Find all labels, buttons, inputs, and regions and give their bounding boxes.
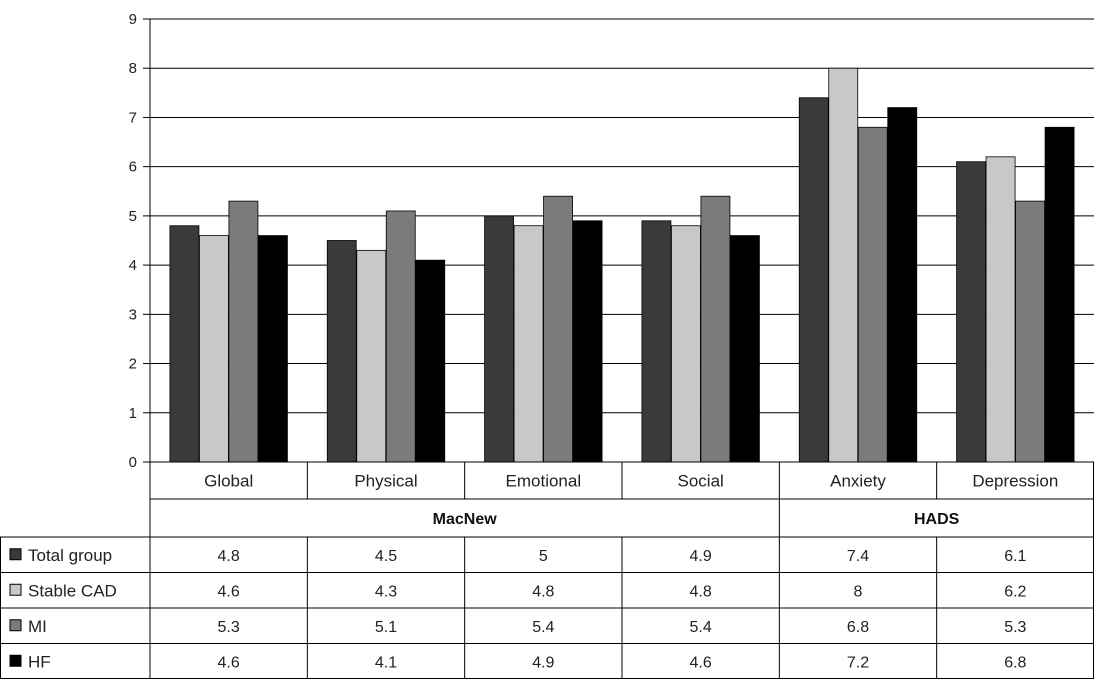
table-cell-value: 4.5	[375, 548, 397, 565]
table-cell-value: 8	[854, 583, 863, 600]
table-cell-value: 5.3	[218, 619, 240, 636]
table-cell-value: 6.8	[1004, 654, 1026, 671]
table-cell-value: 7.2	[847, 654, 869, 671]
table-cell-value: 6.1	[1004, 548, 1026, 565]
legend-swatch-stable-cad	[9, 583, 22, 596]
bar-mi-emotional	[543, 195, 573, 463]
y-tick-label: 1	[129, 405, 137, 422]
table-cell-value: 5	[539, 548, 548, 565]
bar-mi-physical	[385, 210, 416, 463]
y-axis: 0 1 2 3 4 5 6 7 8 9	[129, 11, 151, 471]
legend-swatch-total-group	[9, 548, 22, 561]
group-label-hads: HADS	[914, 511, 960, 528]
table-cell-value: 4.6	[218, 583, 240, 600]
legend-swatch-hf	[9, 654, 22, 667]
bar-hf-anxiety	[887, 107, 918, 463]
bar-mi-global	[228, 200, 259, 463]
category-label: Anxiety	[830, 472, 886, 491]
table-cell-value: 4.8	[218, 548, 240, 565]
category-label: Global	[204, 472, 253, 491]
y-tick-label: 7	[129, 109, 137, 126]
category-label: Physical	[354, 472, 417, 491]
bar-stable-cad-global	[199, 235, 229, 463]
table-cell-value: 5.4	[532, 619, 554, 636]
category-label: Depression	[972, 472, 1058, 491]
bar-hf-physical	[415, 259, 446, 463]
bar-hf-social	[730, 235, 760, 463]
table-cell-value: 4.3	[375, 583, 397, 600]
bar-total-group-global	[169, 225, 200, 463]
table-cell-value: 7.4	[847, 548, 869, 565]
table-cell-value: 6.8	[847, 619, 869, 636]
category-label: Social	[678, 472, 724, 491]
legend-label: Total group	[28, 546, 112, 565]
bar-stable-cad-social	[671, 225, 701, 463]
table-cell-value: 4.9	[690, 548, 712, 565]
bar-stable-cad-physical	[356, 249, 387, 463]
table-cell-value: 4.1	[375, 654, 397, 671]
category-label: Emotional	[506, 472, 582, 491]
y-tick-label: 0	[129, 454, 137, 471]
group-label-macnew: MacNew	[433, 511, 498, 528]
bar-total-group-emotional	[484, 215, 514, 463]
gridlines	[150, 18, 1094, 414]
bar-stable-cad-anxiety	[828, 67, 859, 463]
bar-total-group-physical	[326, 240, 357, 463]
legend-swatch-mi	[9, 619, 22, 632]
bar-stable-cad-depression	[985, 156, 1016, 463]
y-tick-label: 6	[129, 159, 137, 176]
bar-mi-depression	[1015, 200, 1045, 463]
bar-total-group-depression	[956, 161, 986, 463]
bar-total-group-anxiety	[798, 97, 829, 463]
legend-label: HF	[28, 652, 51, 671]
table-cell-value: 5.4	[690, 619, 712, 636]
legend-label: Stable CAD	[28, 581, 117, 600]
bar-hf-emotional	[572, 220, 603, 463]
bar-stable-cad-emotional	[513, 225, 544, 463]
data-table: Global Physical Emotional Social Anxiety Depr…	[0, 461, 1094, 679]
bar-mi-anxiety	[857, 126, 888, 463]
y-tick-label: 5	[129, 208, 137, 225]
table-cell-value: 4.9	[532, 654, 554, 671]
bars	[169, 67, 1075, 463]
y-tick-label: 2	[129, 356, 137, 373]
bar-hf-global	[258, 235, 288, 463]
y-tick-label: 4	[129, 257, 137, 274]
bar-total-group-social	[641, 220, 672, 463]
legend-label: MI	[28, 617, 47, 636]
table-cell-value: 4.6	[218, 654, 240, 671]
y-tick-label: 8	[129, 60, 137, 77]
table-cell-value: 4.8	[690, 583, 712, 600]
y-tick-label: 3	[129, 306, 137, 323]
bar-hf-depression	[1044, 126, 1075, 463]
bar-mi-social	[700, 195, 731, 463]
table-cell-value: 6.2	[1004, 583, 1026, 600]
table-cell-value: 5.3	[1004, 619, 1026, 636]
table-cell-value: 4.8	[532, 583, 554, 600]
table-cell-value: 5.1	[375, 619, 397, 636]
table-cell-value: 4.6	[690, 654, 712, 671]
y-tick-label: 9	[129, 11, 137, 28]
